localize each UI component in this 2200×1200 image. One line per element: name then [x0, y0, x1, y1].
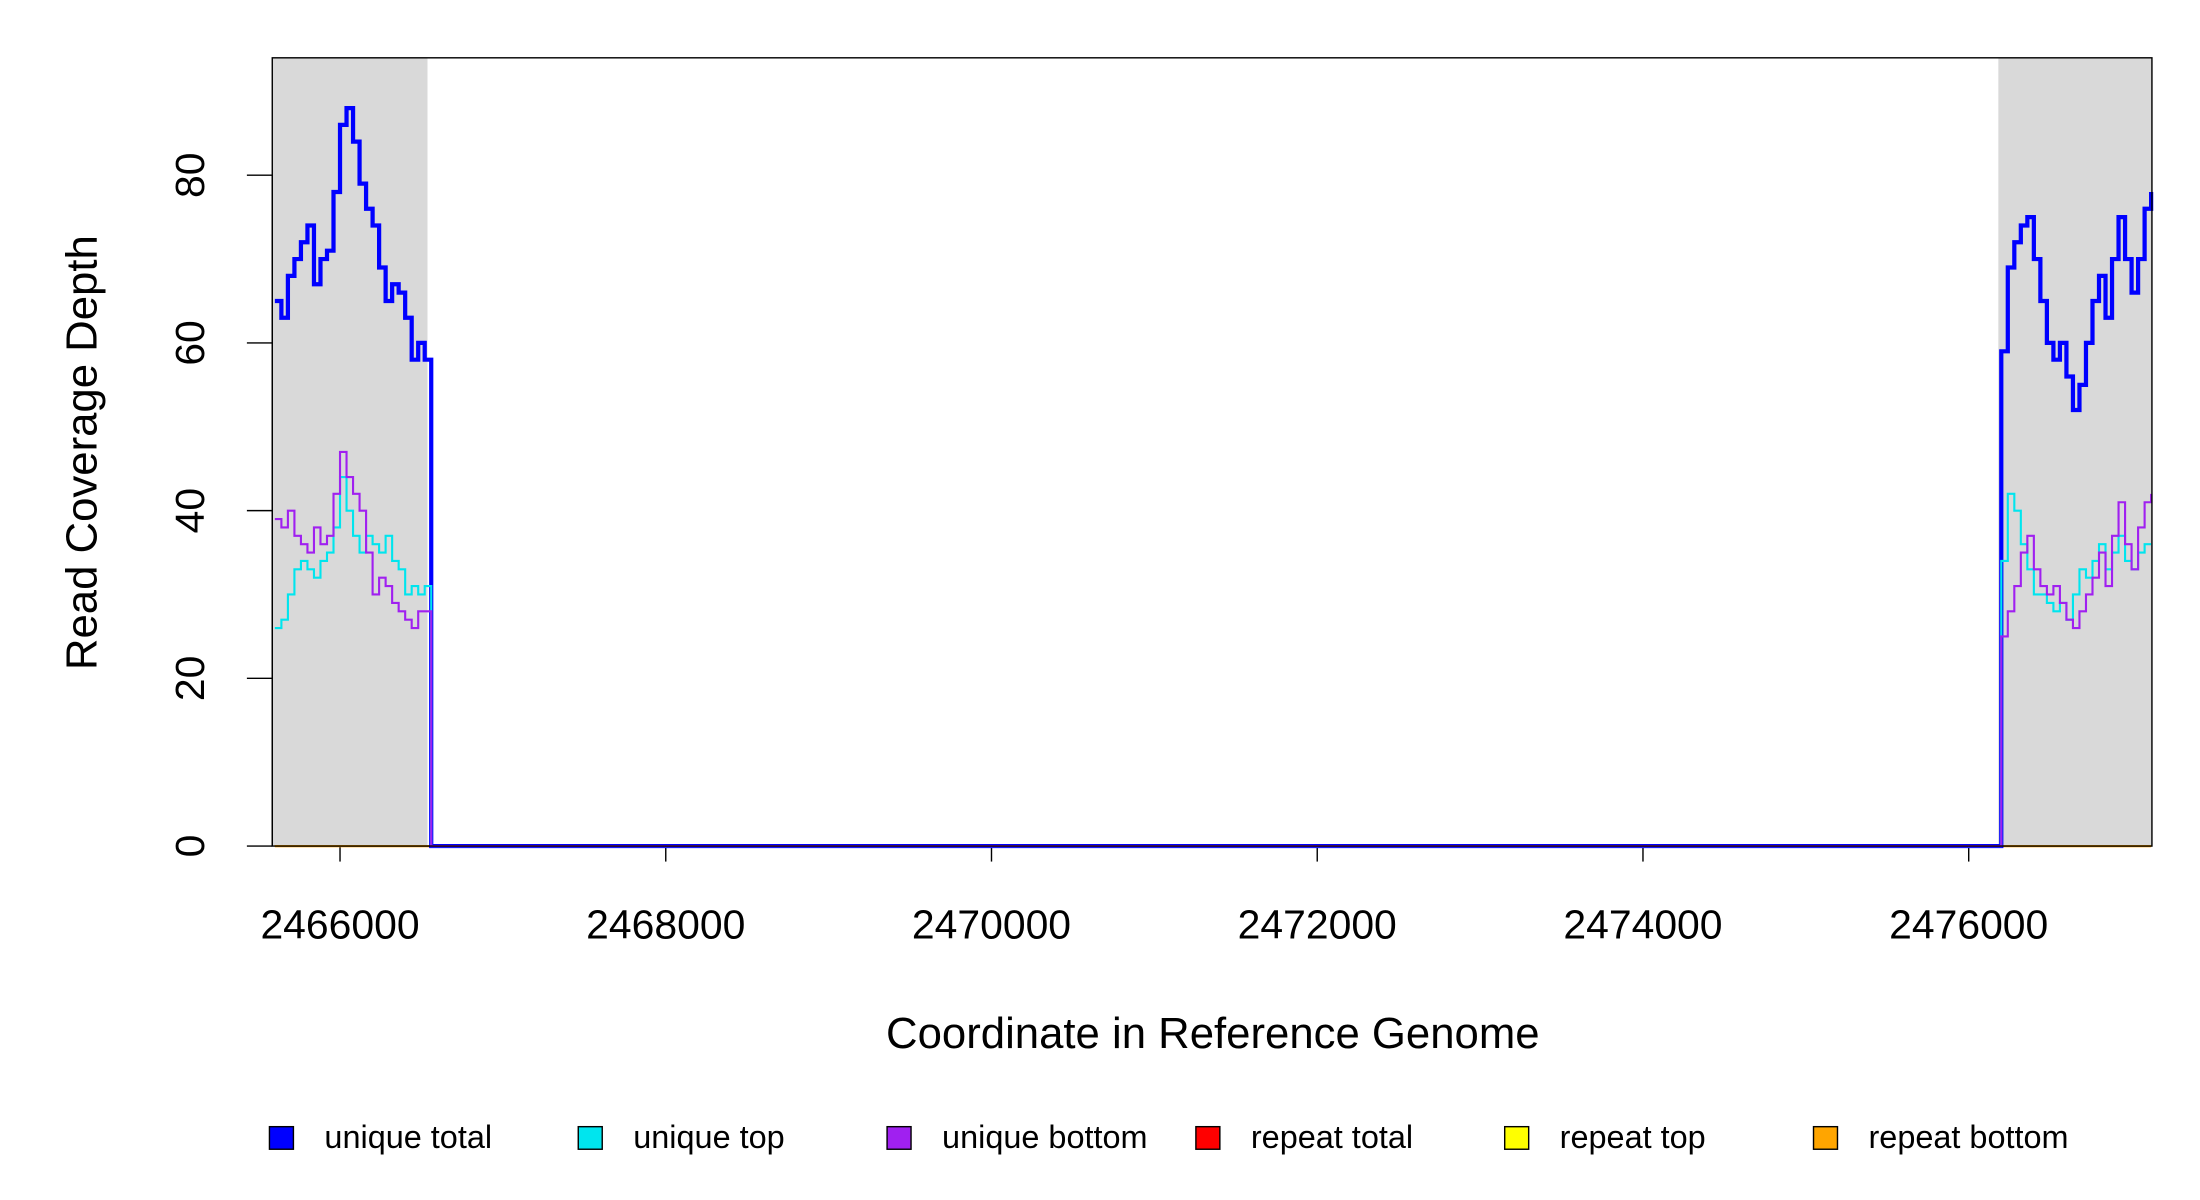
y-axis-title: Read Coverage Depth: [57, 235, 106, 670]
y-tick-label: 40: [167, 488, 213, 533]
x-tick-label: 2470000: [912, 902, 1071, 948]
y-tick-label: 20: [167, 656, 213, 701]
legend-label: repeat bottom: [1869, 1119, 2069, 1155]
legend-swatch: [1195, 1125, 1221, 1150]
series-line: [274, 450, 2153, 848]
legend-swatch: [577, 1125, 603, 1150]
legend-swatch: [1503, 1125, 1530, 1150]
x-tick-label: 2468000: [586, 902, 745, 948]
x-tick-label: 2476000: [1889, 902, 2048, 948]
y-tick-label: 80: [167, 152, 213, 197]
legend-label: repeat total: [1251, 1119, 1413, 1155]
y-tick-label: 0: [167, 835, 213, 858]
x-tick-label: 2472000: [1238, 902, 1397, 948]
legend-swatch: [886, 1125, 912, 1150]
x-tick-label: 2474000: [1563, 902, 1722, 948]
x-axis-title: Coordinate in Reference Genome: [886, 1009, 1540, 1058]
plot-border: [271, 57, 2153, 847]
series-line: [274, 106, 2154, 849]
highlight-region: [272, 57, 428, 847]
series-line: [274, 476, 2152, 848]
legend-label: unique total: [324, 1119, 492, 1155]
legend-label: repeat top: [1560, 1119, 1706, 1155]
y-tick-label: 60: [167, 320, 213, 365]
x-tick-label: 2466000: [260, 902, 419, 948]
legend-swatch: [268, 1125, 295, 1150]
legend-swatch: [1812, 1125, 1839, 1150]
legend-label: unique top: [633, 1119, 784, 1155]
highlight-region: [1998, 57, 2152, 847]
legend-label: unique bottom: [942, 1119, 1147, 1155]
